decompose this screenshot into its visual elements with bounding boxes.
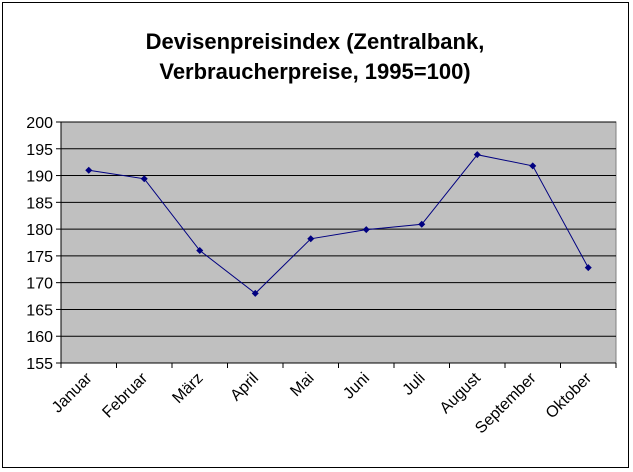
data-point-marker [85,166,93,174]
data-point-marker [251,289,259,297]
x-tick-label: Mai [287,370,317,400]
data-point-marker [196,247,204,255]
x-tick-label: Februar [99,369,151,421]
x-tick-label: Oktober [543,369,596,422]
y-tick-label: 165 [26,302,53,319]
x-tick-label: September [472,369,540,437]
data-point-marker [362,226,370,234]
y-tick-label: 200 [26,115,53,132]
data-point-marker [307,235,315,243]
y-tick-label: 175 [26,249,53,266]
data-point-marker [584,264,592,272]
x-tick-label: Juni [340,370,373,403]
x-tick-label: März [169,370,206,407]
y-tick-label: 185 [26,195,53,212]
x-tick-label: Januar [49,369,96,416]
y-tick-label: 170 [26,276,53,293]
plot-background [60,121,617,364]
chart-title-line-1: Devisenpreisindex (Zentralbank, [146,29,485,54]
y-tick-label: 180 [26,222,53,239]
y-tick-label: 195 [26,142,53,159]
data-point-marker [529,162,537,170]
data-point-marker [418,220,426,228]
x-tick-label: August [437,369,485,417]
x-tick-label: April [227,370,262,405]
data-point-marker [140,175,148,183]
x-tick-label: Juli [400,370,429,399]
y-tick-label: 160 [26,329,53,346]
y-tick-label: 155 [26,356,53,373]
plot-area: 155 160 165 170 175 180 185 190 195 200 Januar Febr… [26,115,617,437]
chart-title-line-2: Verbraucherpreise, 1995=100) [159,59,470,84]
data-point-marker [473,151,481,159]
series-line [88,154,589,295]
y-tick-label: 190 [26,169,53,186]
